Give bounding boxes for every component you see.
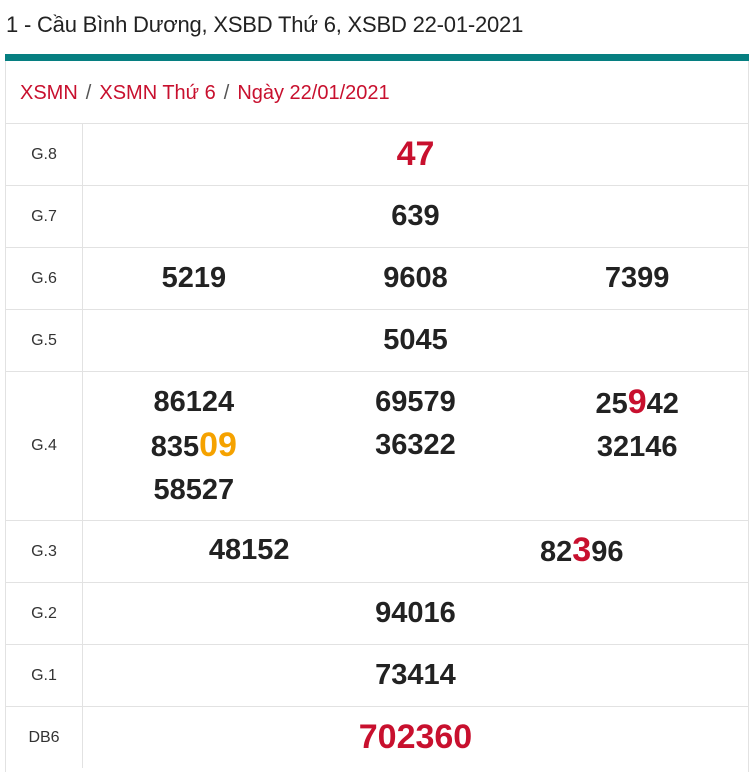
prize-column: 94016 (83, 592, 748, 635)
prize-number: 94016 (83, 592, 748, 635)
breadcrumb-separator: / (85, 82, 92, 104)
prize-column: 47 (83, 133, 748, 176)
number-digits: 86124 (153, 385, 235, 418)
prize-column: 48152 (83, 529, 416, 574)
prize-label: G.6 (6, 247, 83, 310)
prize-number: 32146 (526, 426, 748, 469)
prize-row: G.2 94016 (6, 582, 748, 645)
prize-label: G.7 (6, 185, 83, 248)
prize-column: 5045 (83, 319, 748, 362)
prize-values: 47 (82, 123, 748, 186)
prize-label: G.4 (6, 371, 83, 521)
prize-number: 86124 (83, 381, 305, 424)
prize-column: 639 (83, 195, 748, 238)
prize-column: 25942 32146 (526, 381, 748, 512)
prize-values: 73414 (82, 644, 748, 707)
prize-label: G.2 (6, 582, 83, 645)
prize-row: DB6 702360 (6, 706, 748, 768)
page-title: 1 - Cầu Bình Dương, XSBD Thứ 6, XSBD 22-… (6, 12, 524, 37)
prize-number: 82396 (416, 529, 749, 574)
prize-values: 94016 (82, 582, 748, 645)
prize-values: 639 (82, 185, 748, 248)
prize-row: G.5 5045 (6, 309, 748, 372)
highlighted-digits: 9 (627, 382, 647, 421)
prize-number: 639 (83, 195, 748, 238)
prize-number: 9608 (305, 257, 527, 300)
prize-row: G.4 86124 83509 58527 69579 36322 25942 32146 (6, 371, 748, 521)
prize-column: 73414 (83, 654, 748, 697)
prize-label: G.3 (6, 520, 83, 583)
prize-label: G.8 (6, 123, 83, 186)
prize-row: G.6 5219 9608 7399 (6, 247, 748, 310)
prize-values: 48152 82396 (82, 520, 749, 583)
highlighted-digits: 3 (572, 531, 592, 569)
number-digits: 835 (150, 430, 200, 463)
prize-column: 702360 (83, 716, 748, 759)
number-digits: 69579 (375, 385, 456, 418)
prize-row: G.3 48152 82396 (6, 520, 749, 583)
prize-number: 73414 (83, 654, 748, 697)
breadcrumb: XSMN / XSMN Thứ 6 / Ngày 22/01/2021 (20, 80, 390, 106)
prize-number: 58527 (83, 469, 305, 512)
prize-values: 5219 9608 7399 (82, 247, 748, 310)
prize-column: 7399 (526, 257, 748, 300)
prize-number: 702360 (83, 716, 748, 759)
prize-number: 83509 (83, 424, 305, 469)
breadcrumb-xsmn[interactable]: XSMN (20, 82, 78, 104)
breadcrumb-xsmn-thu-6[interactable]: XSMN Thứ 6 (99, 82, 216, 104)
prize-number: 25942 (526, 381, 748, 426)
number-digits: 47 (396, 135, 435, 173)
number-digits: 5045 (383, 324, 448, 356)
prize-column: 9608 (305, 257, 527, 300)
prize-column: 86124 83509 58527 (83, 381, 305, 512)
prize-label: DB6 (6, 706, 83, 768)
number-digits: 32146 (596, 430, 678, 463)
breadcrumb-separator: / (223, 82, 230, 104)
prize-row: G.1 73414 (6, 644, 748, 707)
number-digits: 5219 (161, 262, 227, 294)
prize-number: 69579 (305, 381, 527, 424)
results-panel: XSMN / XSMN Thứ 6 / Ngày 22/01/2021 G.8 47 G.7… (5, 61, 749, 772)
number-digits: 58527 (153, 473, 235, 506)
prize-column: 5219 (83, 257, 305, 300)
number-digits: 42 (646, 387, 679, 420)
prize-values: 702360 (82, 706, 748, 768)
number-digits: 639 (391, 200, 440, 232)
accent-bar (5, 54, 749, 61)
number-digits: 702360 (358, 718, 473, 756)
prize-values: 86124 83509 58527 69579 36322 25942 32146 (82, 371, 748, 521)
results-table: G.8 47 G.7 639 G.6 5219 9608 7399 G.5 5045 G.4 8612… (6, 123, 748, 768)
prize-number: 36322 (305, 424, 527, 467)
number-digits: 25 (595, 387, 628, 420)
number-digits: 73414 (375, 659, 456, 691)
number-digits: 82 (540, 536, 573, 568)
highlighted-digits: 09 (199, 425, 237, 464)
prize-values: 5045 (82, 309, 748, 372)
number-digits: 7399 (604, 262, 670, 294)
number-digits: 9608 (383, 262, 448, 294)
prize-label: G.5 (6, 309, 83, 372)
prize-column: 69579 36322 (305, 381, 527, 512)
prize-row: G.8 47 (6, 123, 748, 186)
number-digits: 36322 (375, 428, 456, 461)
prize-label: G.1 (6, 644, 83, 707)
prize-number: 47 (83, 133, 748, 176)
prize-column: 82396 (416, 529, 749, 574)
prize-number: 48152 (83, 529, 416, 572)
prize-row: G.7 639 (6, 185, 748, 248)
breadcrumb-date[interactable]: Ngày 22/01/2021 (237, 82, 390, 104)
number-digits: 96 (591, 536, 624, 568)
prize-number: 5219 (83, 257, 305, 300)
prize-number: 5045 (83, 319, 748, 362)
number-digits: 48152 (208, 534, 290, 566)
prize-number: 7399 (526, 257, 748, 300)
number-digits: 94016 (375, 597, 456, 629)
